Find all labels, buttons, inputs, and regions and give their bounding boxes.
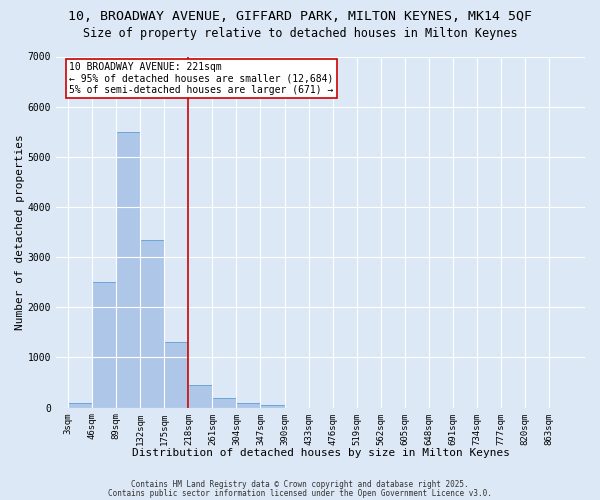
Bar <box>188 385 212 407</box>
Bar <box>140 240 164 408</box>
Bar <box>116 132 140 407</box>
Bar <box>164 342 188 407</box>
Bar <box>68 402 92 407</box>
Text: Contains HM Land Registry data © Crown copyright and database right 2025.: Contains HM Land Registry data © Crown c… <box>131 480 469 489</box>
X-axis label: Distribution of detached houses by size in Milton Keynes: Distribution of detached houses by size … <box>131 448 509 458</box>
Bar <box>212 398 236 407</box>
Text: 10, BROADWAY AVENUE, GIFFARD PARK, MILTON KEYNES, MK14 5QF: 10, BROADWAY AVENUE, GIFFARD PARK, MILTO… <box>68 10 532 23</box>
Text: Size of property relative to detached houses in Milton Keynes: Size of property relative to detached ho… <box>83 28 517 40</box>
Y-axis label: Number of detached properties: Number of detached properties <box>15 134 25 330</box>
Text: Contains public sector information licensed under the Open Government Licence v3: Contains public sector information licen… <box>108 488 492 498</box>
Text: 10 BROADWAY AVENUE: 221sqm
← 95% of detached houses are smaller (12,684)
5% of s: 10 BROADWAY AVENUE: 221sqm ← 95% of deta… <box>70 62 334 94</box>
Bar <box>260 405 284 407</box>
Bar <box>236 402 260 407</box>
Bar <box>92 282 116 408</box>
